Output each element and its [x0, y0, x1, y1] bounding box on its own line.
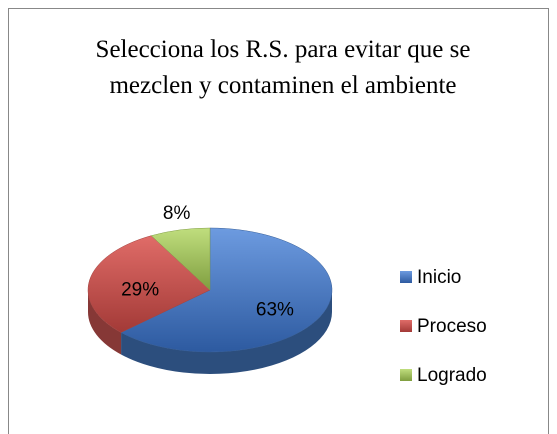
legend-label: Logrado: [417, 365, 487, 386]
data-label: 8%: [163, 203, 191, 224]
data-label: 63%: [256, 299, 294, 320]
pie-side: [88, 290, 122, 355]
chart-border: [8, 8, 549, 434]
legend-swatch: [400, 320, 412, 332]
chart-title: Selecciona los R.S. para evitar que se m…: [95, 36, 471, 99]
legend-label: Proceso: [417, 316, 487, 337]
pie-side: [121, 290, 332, 374]
pie-slice: [87, 235, 211, 333]
legend-swatch: [400, 369, 412, 381]
legend-label: Inicio: [417, 267, 461, 288]
data-label: 29%: [121, 279, 159, 300]
pie-slice: [120, 227, 333, 353]
legend-swatch: [400, 271, 412, 283]
pie-slice: [150, 227, 211, 291]
